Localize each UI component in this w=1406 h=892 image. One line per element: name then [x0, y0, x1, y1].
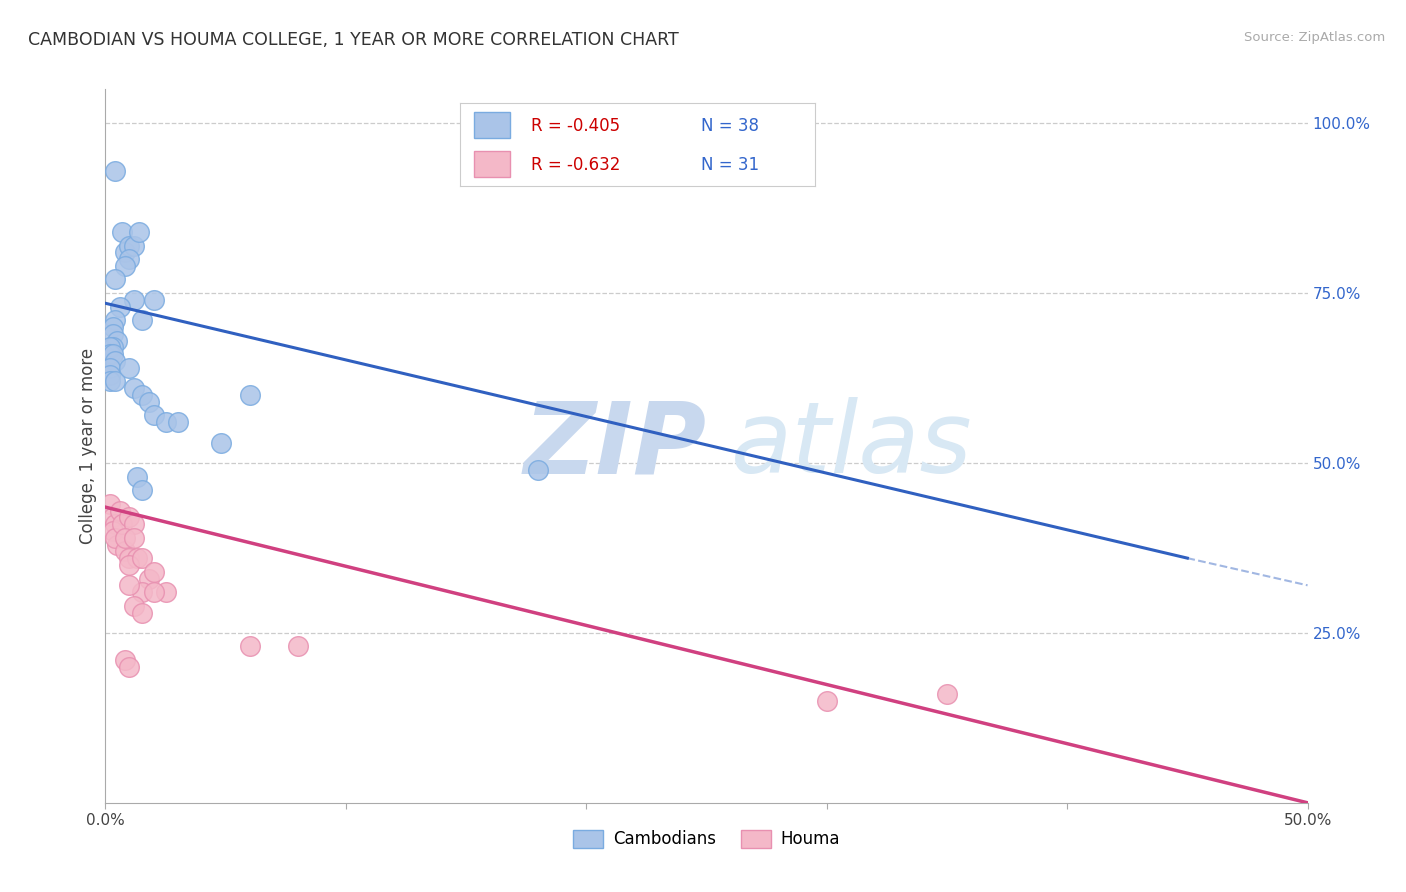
Point	[108, 503, 131, 517]
Point	[114, 531, 136, 545]
Legend: Cambodians, Houma: Cambodians, Houma	[567, 823, 846, 855]
Point	[131, 313, 153, 327]
Point	[124, 531, 146, 545]
Point	[124, 599, 146, 613]
Point	[98, 497, 121, 511]
Point	[131, 388, 153, 402]
Y-axis label: College, 1 year or more: College, 1 year or more	[79, 348, 97, 544]
Point	[209, 435, 232, 450]
Point	[114, 544, 136, 558]
Point	[124, 238, 146, 252]
Point	[104, 531, 127, 545]
Point	[118, 238, 141, 252]
Point	[131, 483, 153, 498]
Point	[111, 225, 134, 239]
Point	[101, 320, 124, 334]
Point	[118, 510, 141, 524]
Point	[124, 293, 146, 307]
Point	[101, 347, 124, 361]
Point	[104, 313, 127, 327]
Point	[138, 394, 160, 409]
Point	[114, 653, 136, 667]
Point	[108, 300, 131, 314]
Point	[114, 245, 136, 260]
Point	[101, 341, 124, 355]
Point	[138, 572, 160, 586]
Point	[124, 517, 146, 532]
Point	[111, 517, 134, 532]
Point	[142, 565, 165, 579]
Text: Source: ZipAtlas.com: Source: ZipAtlas.com	[1244, 31, 1385, 45]
Point	[104, 375, 127, 389]
Point	[118, 660, 141, 674]
Point	[98, 341, 121, 355]
Point	[101, 326, 124, 341]
Point	[527, 463, 550, 477]
Point	[936, 687, 959, 701]
Point	[104, 163, 127, 178]
Point	[239, 640, 262, 654]
Point	[815, 694, 838, 708]
Text: CAMBODIAN VS HOUMA COLLEGE, 1 YEAR OR MORE CORRELATION CHART: CAMBODIAN VS HOUMA COLLEGE, 1 YEAR OR MO…	[28, 31, 679, 49]
Point	[104, 354, 127, 368]
Point	[107, 537, 129, 551]
Point	[104, 517, 127, 532]
Point	[239, 388, 262, 402]
Point	[114, 259, 136, 273]
Point	[142, 409, 165, 423]
Point	[118, 360, 141, 375]
Point	[131, 606, 153, 620]
Point	[131, 585, 153, 599]
Text: ZIP: ZIP	[523, 398, 707, 494]
Point	[101, 510, 124, 524]
Point	[104, 272, 127, 286]
Point	[98, 347, 121, 361]
Point	[131, 551, 153, 566]
Point	[98, 360, 121, 375]
Point	[142, 585, 165, 599]
Point	[142, 293, 165, 307]
Point	[118, 558, 141, 572]
Point	[101, 524, 124, 538]
Point	[107, 334, 129, 348]
Point	[287, 640, 309, 654]
Point	[125, 469, 148, 483]
Point	[118, 551, 141, 566]
Point	[128, 225, 150, 239]
Point	[118, 252, 141, 266]
Point	[98, 368, 121, 382]
Point	[155, 585, 177, 599]
Point	[125, 551, 148, 566]
Text: atlas: atlas	[731, 398, 972, 494]
Point	[155, 415, 177, 429]
Point	[166, 415, 188, 429]
Point	[98, 375, 121, 389]
Point	[124, 381, 146, 395]
Point	[118, 578, 141, 592]
